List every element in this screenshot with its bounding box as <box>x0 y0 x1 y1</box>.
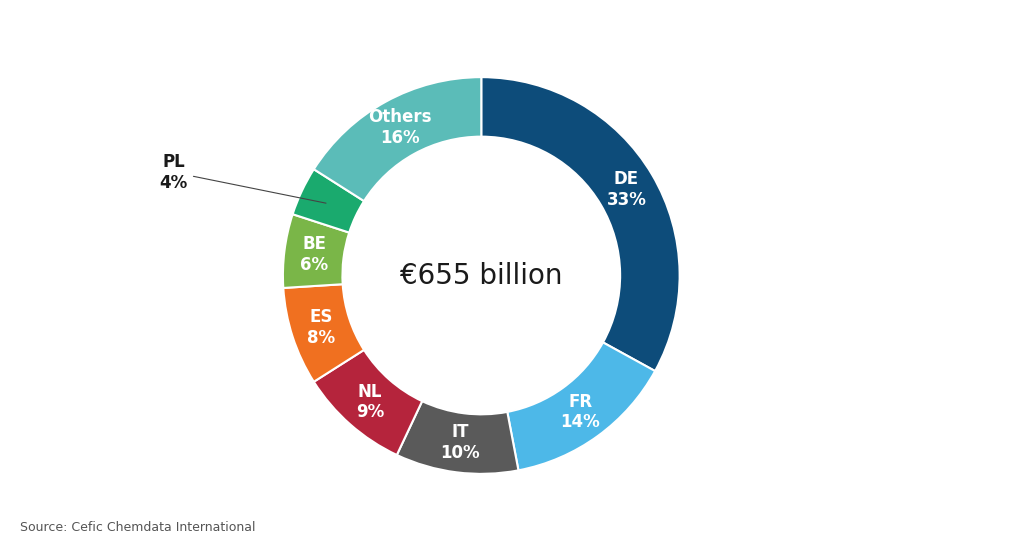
Text: BE
6%: BE 6% <box>300 235 328 274</box>
Text: FR
14%: FR 14% <box>560 392 600 431</box>
Text: PL
4%: PL 4% <box>160 153 326 203</box>
Text: NL
9%: NL 9% <box>355 382 384 422</box>
Text: IT
10%: IT 10% <box>440 423 480 462</box>
Text: Others
16%: Others 16% <box>369 109 432 147</box>
Wedge shape <box>293 169 365 233</box>
Text: Source: Cefic Chemdata International: Source: Cefic Chemdata International <box>20 521 256 534</box>
Wedge shape <box>313 77 481 201</box>
Text: DE
33%: DE 33% <box>606 170 646 209</box>
Wedge shape <box>283 214 349 288</box>
Text: €655 billion: €655 billion <box>400 262 562 289</box>
Wedge shape <box>481 77 680 371</box>
Text: ES
8%: ES 8% <box>307 308 335 347</box>
Wedge shape <box>507 342 655 471</box>
Wedge shape <box>313 350 422 455</box>
Wedge shape <box>284 284 365 382</box>
Wedge shape <box>397 401 518 474</box>
